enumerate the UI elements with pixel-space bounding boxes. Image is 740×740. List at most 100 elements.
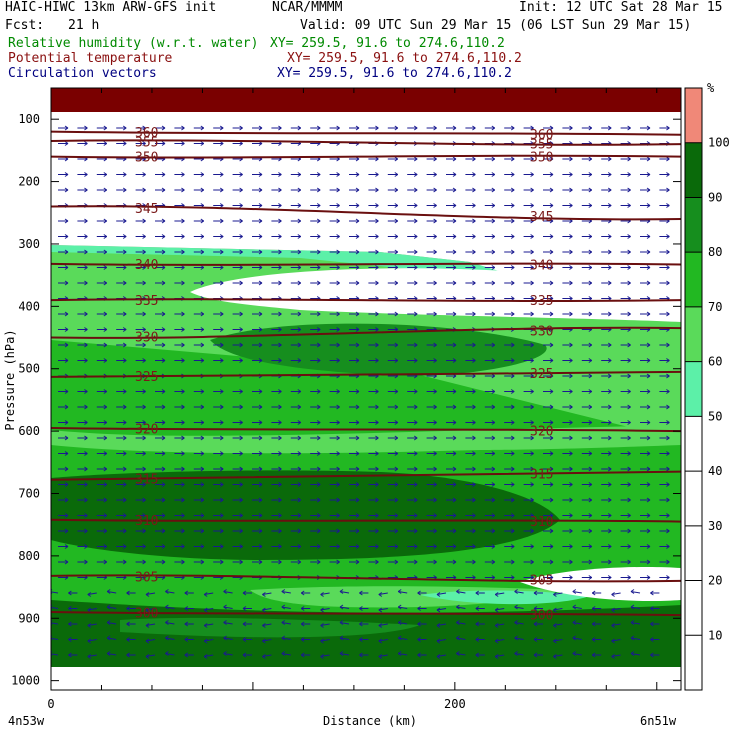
wind-vector — [290, 420, 302, 425]
theta-contours: 3603603553553503503453453403403353353303… — [51, 126, 681, 623]
wind-vector — [543, 575, 554, 580]
wind-vector — [659, 311, 670, 317]
wind-vector — [126, 621, 136, 627]
wind-vector — [523, 497, 534, 503]
wind-vector — [203, 623, 214, 628]
wind-vector — [387, 280, 399, 286]
wind-vector — [320, 654, 330, 659]
wind-vector — [368, 482, 379, 487]
wind-vector — [543, 451, 554, 456]
wind-vector — [232, 544, 243, 549]
wind-vector — [572, 589, 582, 594]
wind-vector — [310, 389, 321, 394]
wind-vector — [581, 389, 593, 394]
wind-vector — [407, 311, 418, 317]
wind-vector — [465, 451, 476, 456]
org-label: NCAR/MMMM — [272, 0, 343, 15]
wind-vector — [232, 234, 243, 239]
wind-vector — [601, 497, 612, 503]
wind-vector — [465, 234, 476, 239]
chart-title: HAIC-HIWC 13km ARW-GFS init — [5, 0, 217, 15]
wind-vector — [165, 651, 175, 656]
wind-vector — [135, 404, 146, 410]
wind-vector — [290, 342, 302, 348]
wind-vector — [116, 280, 127, 286]
theta-contour-340 — [51, 262, 681, 266]
wind-vector — [484, 528, 496, 534]
wind-vector — [504, 218, 515, 224]
wind-vector — [203, 638, 214, 644]
wind-vector — [620, 358, 631, 363]
wind-vector — [446, 218, 457, 224]
y-tick-label-200: 200 — [18, 175, 40, 189]
colorbar-label-100: 100 — [708, 136, 730, 150]
wind-vector — [329, 482, 340, 487]
wind-vector — [310, 172, 321, 177]
wind-vector — [620, 466, 631, 472]
wind-vector — [494, 638, 505, 644]
wind-vector — [320, 592, 330, 597]
wind-vector — [232, 528, 243, 534]
wind-vector — [349, 513, 360, 518]
wind-vector — [591, 606, 602, 611]
theta-contour-345 — [51, 205, 681, 221]
wind-vector — [581, 311, 593, 317]
wind-vector — [329, 544, 340, 549]
wind-vector — [213, 218, 224, 224]
wind-vector — [174, 172, 185, 177]
wind-vector — [213, 389, 224, 394]
theta-label-right-350: 350 — [530, 151, 553, 166]
wind-vector — [465, 389, 476, 394]
rh-zone-top-saturated — [51, 88, 681, 112]
wind-vector — [407, 420, 418, 425]
wind-vector — [310, 311, 321, 317]
wind-vector — [640, 528, 651, 534]
wind-vector — [77, 451, 88, 456]
theta-contour-330 — [51, 326, 681, 339]
wind-vector — [213, 404, 224, 410]
wind-vector — [290, 327, 302, 332]
wind-vector — [329, 187, 340, 193]
wind-vector — [456, 589, 466, 594]
wind-vector — [533, 652, 543, 658]
wind-vector — [135, 544, 146, 549]
x-tick-label-0: 0 — [47, 697, 54, 711]
wind-vector — [426, 218, 437, 224]
wind-vector — [58, 342, 69, 348]
wind-vector — [96, 466, 108, 472]
wind-vector — [436, 654, 447, 659]
wind-vector — [465, 497, 476, 503]
wind-vector — [446, 311, 457, 317]
wind-vector — [349, 404, 360, 410]
wind-vector — [252, 249, 263, 255]
wind-vector — [281, 635, 291, 641]
wind-vector — [232, 497, 243, 503]
wind-vector — [572, 604, 582, 610]
wind-vector — [504, 249, 515, 255]
wind-vector — [349, 342, 360, 348]
wind-vector — [581, 280, 593, 286]
wind-vector — [368, 280, 379, 286]
wind-vector — [562, 373, 573, 379]
wind-vector — [426, 559, 437, 565]
wind-vector — [504, 466, 515, 472]
wind-vector — [484, 451, 496, 456]
wind-vector — [58, 311, 69, 317]
wind-vector — [116, 234, 127, 239]
wind-vector — [193, 327, 205, 332]
theta-label-right-330: 330 — [530, 324, 553, 339]
wind-vector — [581, 203, 593, 208]
y-tick-label-500: 500 — [18, 362, 40, 376]
wind-vector — [135, 342, 146, 348]
rh-zone-lower-light — [51, 425, 681, 454]
wind-vector — [484, 497, 496, 503]
wind-vector — [213, 497, 224, 503]
wind-vector — [349, 451, 360, 456]
wind-vector — [290, 280, 302, 286]
wind-vector — [620, 234, 631, 239]
wind-vector — [484, 203, 496, 208]
wind-vector — [504, 280, 515, 286]
wind-vector — [368, 327, 379, 332]
wind-vector — [581, 497, 593, 503]
wind-vector — [484, 404, 496, 410]
